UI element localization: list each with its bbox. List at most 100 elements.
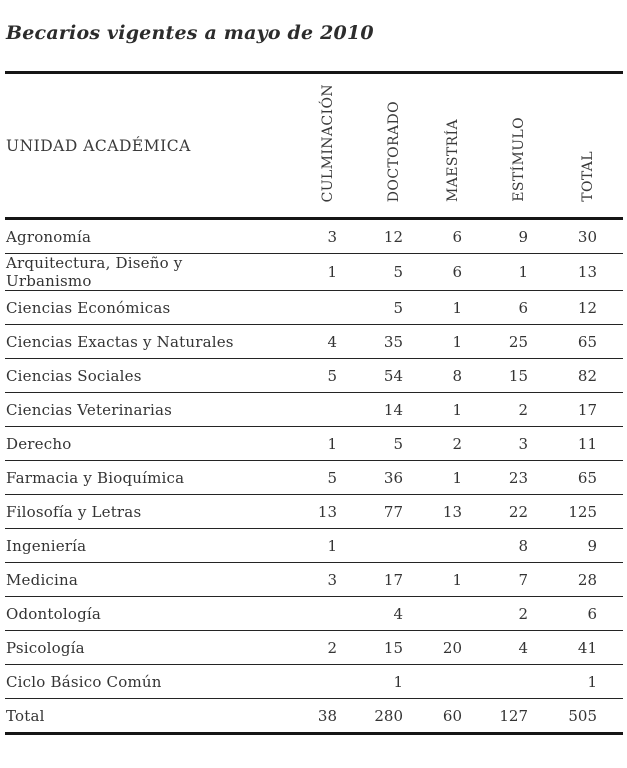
table-row-agronomia: Agronomía 3 12 6 9 30 bbox=[5, 219, 623, 254]
column-header-total: TOTAL bbox=[528, 73, 623, 219]
cell-doctorado: 77 bbox=[383, 502, 403, 521]
table-row-odontologia: Odontología 4 2 6 bbox=[5, 597, 623, 631]
cell-maestria: 1 bbox=[452, 332, 462, 351]
row-label: Odontología bbox=[6, 604, 102, 623]
row-label: Arquitectura, Diseño y Urbanismo bbox=[6, 254, 183, 290]
table-row-medicina: Medicina 3 17 1 7 28 bbox=[5, 563, 623, 597]
cell-total: 82 bbox=[577, 366, 597, 385]
cell-maestria: 20 bbox=[442, 638, 462, 657]
cell-total: 11 bbox=[577, 434, 597, 453]
cell-maestria: 1 bbox=[452, 298, 462, 317]
cell-estimulo: 7 bbox=[518, 570, 528, 589]
row-label: Ingeniería bbox=[6, 536, 87, 555]
column-header-maestria: MAESTRÍA bbox=[403, 73, 462, 219]
cell-maestria bbox=[403, 597, 462, 631]
cell-culminacion: 13 bbox=[317, 502, 337, 521]
cell-doctorado: 280 bbox=[374, 706, 403, 725]
column-header-doctorado: DOCTORADO bbox=[337, 73, 403, 219]
cell-maestria: 2 bbox=[452, 434, 462, 453]
cell-culminacion: 3 bbox=[327, 570, 337, 589]
cell-culminacion: 1 bbox=[327, 263, 337, 281]
cell-maestria: 1 bbox=[452, 570, 462, 589]
cell-doctorado: 54 bbox=[383, 366, 403, 385]
cell-estimulo: 3 bbox=[518, 434, 528, 453]
row-label: Total bbox=[6, 706, 45, 725]
table-row-arquitectura: Arquitectura, Diseño y Urbanismo 1 5 6 1… bbox=[5, 254, 623, 291]
becarios-table: UNIDAD ACADÉMICA CULMINACIÓN DOCTORADO M… bbox=[5, 71, 623, 735]
table-row-total: Total 38 280 60 127 505 bbox=[5, 699, 623, 734]
cell-doctorado: 36 bbox=[383, 468, 403, 487]
cell-total: 65 bbox=[577, 332, 597, 351]
cell-doctorado: 1 bbox=[393, 672, 403, 691]
cell-doctorado: 12 bbox=[383, 227, 403, 246]
cell-estimulo: 127 bbox=[499, 706, 528, 725]
cell-estimulo: 23 bbox=[508, 468, 528, 487]
table-row-farmacia: Farmacia y Bioquímica 5 36 1 23 65 bbox=[5, 461, 623, 495]
cell-doctorado: 35 bbox=[383, 332, 403, 351]
cell-total: 1 bbox=[587, 672, 597, 691]
cell-culminacion: 5 bbox=[327, 468, 337, 487]
cell-total: 30 bbox=[577, 227, 597, 246]
column-header-doctorado-label: DOCTORADO bbox=[386, 100, 402, 202]
row-label: Ciencias Económicas bbox=[6, 298, 171, 317]
cell-doctorado bbox=[337, 529, 403, 563]
cell-estimulo: 9 bbox=[518, 227, 528, 246]
cell-culminacion bbox=[255, 665, 337, 699]
table-row-derecho: Derecho 1 5 2 3 11 bbox=[5, 427, 623, 461]
cell-maestria bbox=[403, 529, 462, 563]
cell-culminacion bbox=[255, 597, 337, 631]
page-title: Becarios vigentes a mayo de 2010 bbox=[6, 22, 374, 44]
cell-total: 41 bbox=[577, 638, 597, 657]
cell-estimulo: 15 bbox=[508, 366, 528, 385]
cell-estimulo: 6 bbox=[518, 298, 528, 317]
cell-total: 505 bbox=[568, 706, 597, 725]
row-label: Ciencias Sociales bbox=[6, 366, 142, 385]
cell-estimulo: 8 bbox=[518, 536, 528, 555]
cell-culminacion bbox=[255, 291, 337, 325]
cell-estimulo: 25 bbox=[508, 332, 528, 351]
cell-doctorado: 5 bbox=[393, 298, 403, 317]
cell-maestria: 6 bbox=[452, 227, 462, 246]
table-row-ciclo-basico-comun: Ciclo Básico Común 1 1 bbox=[5, 665, 623, 699]
cell-doctorado: 5 bbox=[393, 263, 403, 281]
cell-total: 12 bbox=[577, 298, 597, 317]
column-header-maestria-label: MAESTRÍA bbox=[445, 119, 461, 202]
table-row-filosofia: Filosofía y Letras 13 77 13 22 125 bbox=[5, 495, 623, 529]
cell-total: 9 bbox=[587, 536, 597, 555]
column-header-culminacion-label: CULMINACIÓN bbox=[320, 83, 336, 202]
cell-total: 17 bbox=[577, 400, 597, 419]
cell-estimulo: 22 bbox=[508, 502, 528, 521]
cell-doctorado: 17 bbox=[383, 570, 403, 589]
row-label: Ciencias Exactas y Naturales bbox=[6, 332, 234, 351]
column-header-estimulo: ESTÍMULO bbox=[462, 73, 528, 219]
cell-total: 6 bbox=[587, 604, 597, 623]
row-label: Agronomía bbox=[6, 227, 92, 246]
table-row-ciencias-veterinarias: Ciencias Veterinarias 14 1 2 17 bbox=[5, 393, 623, 427]
cell-total: 125 bbox=[568, 502, 597, 521]
cell-doctorado: 14 bbox=[383, 400, 403, 419]
cell-estimulo: 4 bbox=[518, 638, 528, 657]
cell-culminacion: 5 bbox=[327, 366, 337, 385]
cell-culminacion: 2 bbox=[327, 638, 337, 657]
header-row: UNIDAD ACADÉMICA CULMINACIÓN DOCTORADO M… bbox=[5, 73, 623, 219]
row-label: Ciencias Veterinarias bbox=[6, 400, 173, 419]
cell-maestria: 1 bbox=[452, 468, 462, 487]
cell-maestria: 1 bbox=[452, 400, 462, 419]
table-row-ciencias-sociales: Ciencias Sociales 5 54 8 15 82 bbox=[5, 359, 623, 393]
row-label: Psicología bbox=[6, 638, 85, 657]
column-header-estimulo-label: ESTÍMULO bbox=[511, 117, 527, 202]
table-header: UNIDAD ACADÉMICA CULMINACIÓN DOCTORADO M… bbox=[5, 73, 623, 219]
cell-doctorado: 4 bbox=[393, 604, 403, 623]
cell-estimulo: 1 bbox=[518, 263, 528, 281]
cell-maestria: 60 bbox=[442, 706, 462, 725]
table-row-ciencias-economicas: Ciencias Económicas 5 1 6 12 bbox=[5, 291, 623, 325]
table-body: Agronomía 3 12 6 9 30 Arquitectura, Dise… bbox=[5, 219, 623, 734]
cell-maestria bbox=[403, 665, 462, 699]
table-row-ingenieria: Ingeniería 1 8 9 bbox=[5, 529, 623, 563]
cell-culminacion bbox=[255, 393, 337, 427]
column-header-total-label: TOTAL bbox=[580, 151, 596, 202]
column-header-culminacion: CULMINACIÓN bbox=[255, 73, 337, 219]
cell-culminacion: 4 bbox=[327, 332, 337, 351]
cell-doctorado: 15 bbox=[383, 638, 403, 657]
cell-doctorado: 5 bbox=[393, 434, 403, 453]
